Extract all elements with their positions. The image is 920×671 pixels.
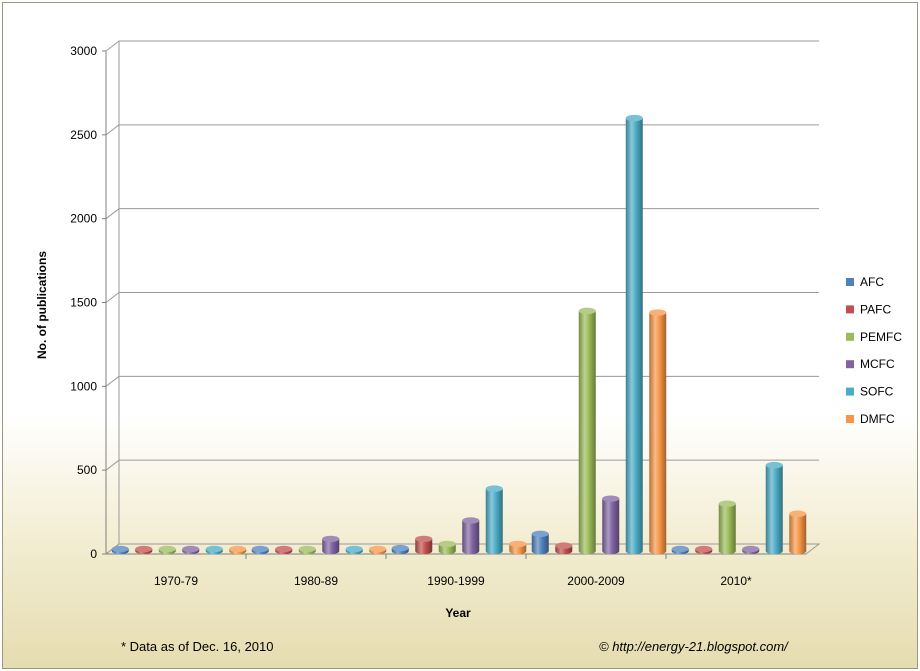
- legend-swatch-pemfc: [846, 332, 854, 341]
- x-tick-label: 1970-79: [154, 574, 198, 588]
- bar-top-dmfc: [369, 545, 387, 553]
- bar-top-pemfc: [158, 545, 176, 553]
- gridline-depth: [105, 208, 120, 220]
- bar-top-pemfc: [298, 545, 316, 553]
- legend-swatch-afc: [846, 278, 854, 286]
- x-axis-title: Year: [445, 606, 471, 620]
- bar-top-dmfc: [649, 309, 667, 316]
- x-tick-label: 1980-89: [294, 574, 338, 588]
- bar-top-pemfc: [578, 307, 596, 315]
- bar-pafc: [415, 538, 433, 555]
- bar-top-sofc: [765, 461, 783, 469]
- bar-top-pafc: [135, 545, 153, 553]
- bar-top-mcfc: [602, 495, 620, 502]
- legend-swatch-dmfc: [846, 415, 854, 423]
- y-tick-label: 0: [90, 547, 97, 561]
- bar-top-pemfc: [718, 500, 736, 507]
- bar-top-sofc: [485, 485, 503, 492]
- bar-pemfc: [718, 503, 736, 555]
- gridline-depth: [105, 292, 120, 303]
- bar-dmfc: [649, 312, 667, 555]
- bar-top-afc: [111, 545, 129, 553]
- x-tick-label: 1990-1999: [427, 574, 485, 588]
- bar-top-dmfc: [229, 545, 247, 553]
- x-tick-label: 2010*: [720, 574, 752, 588]
- bar-top-mcfc: [462, 517, 480, 524]
- bar-top-sofc: [625, 114, 643, 122]
- x-tick-label: 2000-2009: [567, 574, 625, 588]
- bar-top-dmfc: [509, 540, 527, 548]
- gridline-depth: [105, 40, 120, 52]
- legend-label-pafc: PAFC: [860, 302, 891, 316]
- bar-sofc: [625, 118, 643, 555]
- legend-swatch-sofc: [846, 387, 854, 396]
- bar-pemfc: [578, 310, 596, 555]
- bar-top-afc: [671, 545, 689, 553]
- bar-top-mcfc: [742, 545, 760, 553]
- legend-swatch-pafc: [846, 305, 854, 314]
- legend-label-pemfc: PEMFC: [860, 330, 902, 344]
- bar-top-mcfc: [322, 535, 340, 543]
- gridline-depth: [105, 375, 120, 387]
- bar-mcfc: [602, 498, 620, 555]
- bar-top-sofc: [345, 545, 363, 553]
- y-axis-title: No. of publications: [35, 251, 49, 359]
- legend-label-sofc: SOFC: [860, 385, 894, 399]
- bar-sofc: [485, 488, 503, 555]
- gridline-depth: [105, 459, 120, 471]
- footnote-data-date: * Data as of Dec. 16, 2010: [121, 639, 274, 654]
- bar-top-pafc: [415, 535, 433, 543]
- legend-label-mcfc: MCFC: [860, 357, 895, 371]
- bar-top-pemfc: [438, 540, 456, 548]
- bar-top-mcfc: [182, 545, 200, 553]
- y-tick-label: 2500: [70, 128, 97, 142]
- footnote-source-url: © http://energy-21.blogspot.com/: [599, 639, 788, 654]
- bar-top-sofc: [205, 545, 223, 553]
- bar-top-afc: [531, 530, 549, 538]
- y-tick-label: 500: [77, 463, 97, 477]
- bar-afc: [531, 533, 549, 555]
- y-tick-label: 1000: [70, 379, 97, 393]
- bar-top-pafc: [275, 545, 293, 553]
- chart-canvas: 0 500 1000 1500 2000 2500 3000 1970-79 1980-89 19…: [35, 40, 902, 620]
- legend-label-afc: AFC: [860, 275, 884, 289]
- bar-mcfc: [322, 538, 340, 555]
- y-tick-label: 1500: [70, 296, 97, 310]
- y-tick-label: 3000: [70, 44, 97, 58]
- bar-top-afc: [251, 545, 269, 553]
- bar-top-pafc: [555, 542, 573, 549]
- bar-dmfc: [789, 513, 807, 555]
- bar-top-pafc: [695, 545, 713, 553]
- bar-top-afc: [391, 544, 409, 552]
- y-tick-label: 2000: [70, 212, 97, 226]
- legend-label-dmfc: DMFC: [860, 412, 895, 426]
- bar-top-dmfc: [789, 510, 807, 517]
- legend-swatch-mcfc: [846, 360, 854, 369]
- bar-mcfc: [462, 520, 480, 555]
- bar-sofc: [765, 465, 783, 555]
- gridline-depth: [105, 124, 120, 136]
